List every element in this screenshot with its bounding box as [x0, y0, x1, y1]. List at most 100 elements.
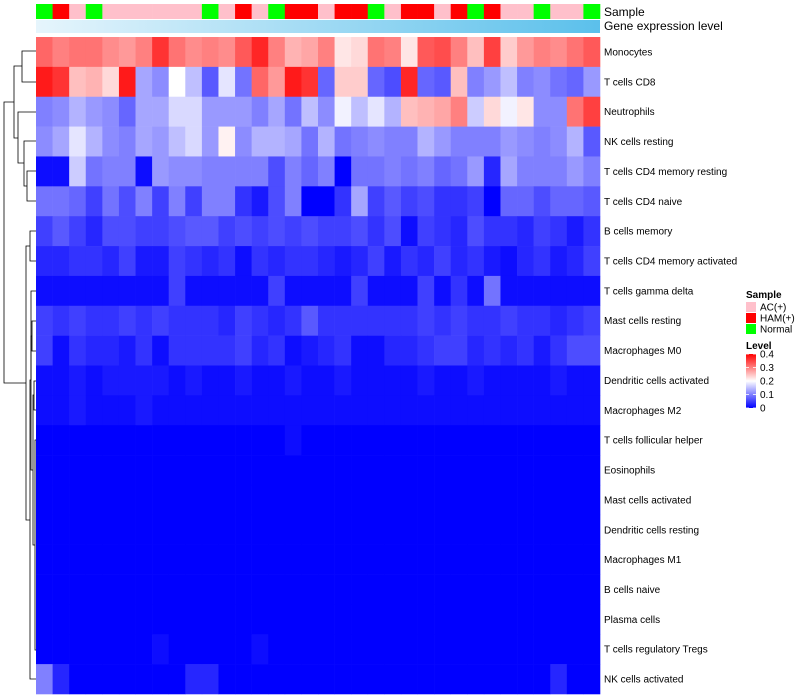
heatmap-cell — [417, 186, 435, 217]
heatmap-cell — [450, 335, 468, 366]
heatmap-cell — [185, 156, 203, 187]
heatmap-cell — [583, 246, 601, 277]
sample-legend-swatch — [746, 324, 756, 334]
heatmap-cell — [52, 484, 70, 516]
heatmap-cell — [301, 335, 319, 366]
heatmap-cell — [69, 484, 87, 516]
heatmap-cell — [102, 186, 120, 217]
heatmap-cell — [201, 664, 219, 695]
heatmap-cell — [284, 96, 302, 127]
heatmap-cell — [566, 37, 584, 68]
heatmap-cell — [135, 305, 153, 336]
dendrogram-link — [3, 101, 26, 384]
heatmap-cell — [135, 455, 153, 486]
heatmap-cell — [69, 275, 87, 307]
heatmap-cell — [434, 66, 452, 98]
heatmap-cell — [384, 395, 402, 426]
heatmap-cell — [201, 514, 219, 545]
heatmap-cell — [168, 186, 186, 217]
heatmap-cell — [318, 216, 335, 247]
heatmap-cell — [69, 365, 87, 396]
heatmap-cell — [351, 455, 369, 486]
heatmap-cell — [566, 574, 584, 605]
heatmap-cell — [533, 216, 551, 247]
heatmap-cell — [102, 455, 120, 486]
heatmap-cell — [450, 216, 468, 247]
heatmap-cell — [284, 664, 302, 695]
heatmap-cell — [500, 395, 518, 426]
heatmap-cell — [185, 305, 203, 336]
heatmap-cell — [201, 305, 219, 336]
heatmap-cell — [483, 365, 501, 396]
heatmap-cell — [500, 66, 518, 98]
heatmap-cell — [235, 246, 252, 277]
heatmap-cell — [566, 604, 584, 635]
heatmap-cell — [400, 604, 418, 635]
heatmap-cell — [235, 305, 252, 336]
heatmap-cell — [334, 484, 352, 516]
heatmap-cell — [367, 126, 385, 157]
heatmap-cell — [334, 126, 352, 157]
heatmap-cell — [500, 335, 518, 366]
heatmap-cell — [566, 216, 584, 247]
heatmap-cell — [384, 216, 402, 247]
heatmap-cell — [334, 664, 352, 695]
heatmap-cell — [235, 186, 252, 217]
heatmap-cell — [450, 365, 468, 396]
heatmap-cell — [284, 246, 302, 277]
heatmap-cell — [235, 664, 252, 695]
heatmap-cell — [69, 66, 87, 98]
heatmap-cell — [301, 514, 319, 545]
heatmap-cell — [235, 275, 252, 307]
heatmap-cell — [400, 37, 418, 68]
heatmap-cell — [185, 395, 203, 426]
heatmap-cell — [268, 574, 286, 605]
heatmap-cell — [500, 604, 518, 635]
heatmap-cell — [102, 96, 120, 127]
heatmap-cell — [334, 455, 352, 486]
heatmap-cell — [550, 66, 568, 98]
dendrogram-link — [29, 230, 36, 262]
heatmap-cell — [168, 126, 186, 157]
heatmap-cell — [500, 484, 518, 516]
heatmap-cell — [367, 634, 385, 665]
heatmap-cell — [168, 574, 186, 605]
heatmap-cell — [467, 455, 485, 486]
heatmap-cell — [201, 335, 219, 366]
heatmap-cell — [268, 246, 286, 277]
heatmap-cell — [351, 664, 369, 695]
heatmap-cell — [566, 186, 584, 217]
heatmap-cell — [351, 156, 369, 187]
heatmap-cell — [434, 425, 452, 456]
heatmap-cell — [450, 305, 468, 336]
heatmap-cell — [583, 365, 601, 396]
heatmap-cell — [550, 664, 568, 695]
heatmap-cell — [500, 216, 518, 247]
heatmap-cell — [550, 574, 568, 605]
heatmap-cell — [268, 544, 286, 575]
heatmap-cell — [517, 365, 534, 396]
heatmap-cell — [85, 395, 103, 426]
sample-annotation-label: Sample — [604, 5, 645, 19]
heatmap-cell — [318, 96, 335, 127]
dendrogram-link — [23, 140, 36, 187]
heatmap-cell — [583, 514, 601, 545]
heatmap-cell — [318, 305, 335, 336]
row-dendrogram — [3, 50, 36, 680]
heatmap-cell — [351, 484, 369, 516]
heatmap-cell — [318, 246, 335, 277]
heatmap-cell — [417, 664, 435, 695]
sample-annotation-cell — [69, 4, 87, 19]
heatmap-cell — [102, 246, 120, 277]
heatmap-cell — [218, 246, 236, 277]
heatmap-cell — [517, 96, 534, 127]
heatmap-cell — [235, 216, 252, 247]
heatmap-cell — [52, 156, 70, 187]
heatmap-cell — [400, 484, 418, 516]
heatmap-cell — [483, 604, 501, 635]
heatmap-cell — [251, 335, 269, 366]
heatmap-cell — [434, 395, 452, 426]
heatmap-cell — [550, 186, 568, 217]
heatmap-cell — [52, 66, 70, 98]
heatmap-cell — [168, 156, 186, 187]
